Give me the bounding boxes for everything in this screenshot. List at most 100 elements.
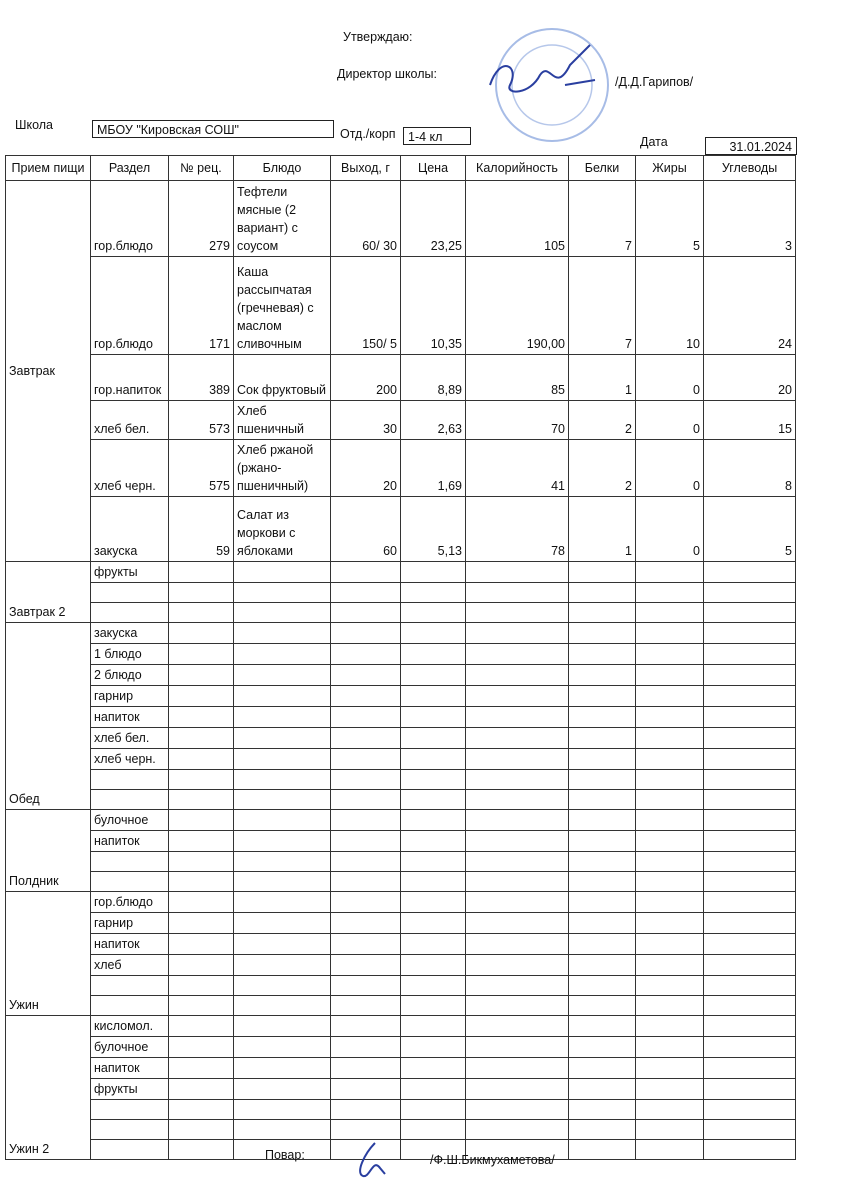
table-row bbox=[6, 851, 796, 872]
cell-section bbox=[90, 1119, 169, 1140]
cell-fat bbox=[635, 602, 704, 623]
cell-price bbox=[400, 851, 466, 872]
cell-section bbox=[90, 1099, 169, 1120]
table-row: Ужин 2 кисломол. bbox=[5, 1015, 796, 1160]
cell-kcal bbox=[465, 789, 569, 810]
cell-protein: 7 bbox=[568, 256, 636, 355]
cell-protein: 1 bbox=[568, 354, 636, 401]
cell-section: закуска bbox=[90, 496, 169, 562]
meal-name: Ужин bbox=[5, 891, 91, 1016]
cell-fat bbox=[635, 975, 704, 996]
column-header: № рец. bbox=[168, 155, 234, 181]
cell-dish bbox=[233, 1078, 331, 1100]
cell-fat bbox=[635, 851, 704, 872]
cell-carbs bbox=[703, 602, 796, 623]
header-row: Прием пищи Раздел № рец. Блюдо Выход, г Цена К… bbox=[5, 155, 796, 181]
cell-price bbox=[400, 1119, 466, 1140]
cell-recipe bbox=[168, 622, 234, 644]
cell-yield bbox=[330, 871, 401, 892]
cell-dish bbox=[233, 582, 331, 603]
cell-fat: 0 bbox=[635, 400, 704, 440]
cell-price: 10,35 bbox=[400, 256, 466, 355]
cell-protein bbox=[568, 1139, 636, 1160]
cell-carbs bbox=[703, 1015, 796, 1037]
cell-section: хлеб bbox=[90, 954, 169, 976]
cell-recipe bbox=[168, 1057, 234, 1079]
cell-recipe bbox=[168, 851, 234, 872]
cell-dish bbox=[233, 933, 331, 955]
table-row bbox=[6, 582, 796, 603]
cell-yield bbox=[330, 769, 401, 790]
cell-recipe: 389 bbox=[168, 354, 234, 401]
cell-protein: 2 bbox=[568, 439, 636, 497]
cell-section: гор.напиток bbox=[90, 354, 169, 401]
cell-yield: 150/ 5 bbox=[330, 256, 401, 355]
cell-dish bbox=[233, 789, 331, 810]
cell-carbs bbox=[703, 995, 796, 1016]
cell-section bbox=[90, 769, 169, 790]
cell-section bbox=[90, 851, 169, 872]
cell-price bbox=[400, 727, 466, 749]
table-row: хлеб черн. 575 Хлеб ржаной (ржано-пшеничны… bbox=[6, 439, 796, 497]
cell-yield bbox=[330, 622, 401, 644]
cell-carbs bbox=[703, 1036, 796, 1058]
cell-protein bbox=[568, 1036, 636, 1058]
cell-kcal bbox=[465, 809, 569, 831]
cell-protein bbox=[568, 1015, 636, 1037]
cell-carbs bbox=[703, 582, 796, 603]
cell-fat: 5 bbox=[635, 180, 704, 257]
cell-carbs: 20 bbox=[703, 354, 796, 401]
table-row bbox=[6, 871, 796, 892]
cell-carbs bbox=[703, 789, 796, 810]
cell-yield bbox=[330, 706, 401, 728]
date-field: 31.01.2024 bbox=[705, 137, 797, 155]
cell-yield bbox=[330, 933, 401, 955]
table-row bbox=[6, 1099, 796, 1120]
cell-price bbox=[400, 871, 466, 892]
table-row bbox=[6, 769, 796, 790]
cell-price: 1,69 bbox=[400, 439, 466, 497]
table-row: 1 блюдо bbox=[6, 643, 796, 665]
cell-carbs bbox=[703, 809, 796, 831]
cell-yield bbox=[330, 1057, 401, 1079]
table-row: напиток bbox=[6, 1057, 796, 1079]
cell-dish bbox=[233, 1015, 331, 1037]
cell-protein bbox=[568, 622, 636, 644]
cell-price bbox=[400, 891, 466, 913]
table-row: Завтрак гор.блюдо 279 Тефтели мясные (2 вар… bbox=[5, 180, 796, 562]
cell-protein bbox=[568, 789, 636, 810]
cell-fat bbox=[635, 685, 704, 707]
cell-fat bbox=[635, 789, 704, 810]
cell-yield bbox=[330, 1099, 401, 1120]
cell-protein bbox=[568, 664, 636, 686]
cell-dish bbox=[233, 1099, 331, 1120]
date-label: Дата bbox=[640, 135, 668, 149]
cell-carbs bbox=[703, 664, 796, 686]
cell-recipe: 573 bbox=[168, 400, 234, 440]
cell-fat bbox=[635, 912, 704, 934]
cell-dish bbox=[233, 643, 331, 665]
cell-section bbox=[90, 602, 169, 623]
cell-price bbox=[400, 1078, 466, 1100]
cell-carbs bbox=[703, 685, 796, 707]
cell-yield bbox=[330, 561, 401, 583]
cell-price bbox=[400, 933, 466, 955]
cell-fat bbox=[635, 561, 704, 583]
cell-dish: Тефтели мясные (2 вариант) с соусом bbox=[233, 180, 331, 257]
cell-dish bbox=[233, 975, 331, 996]
cell-dish bbox=[233, 912, 331, 934]
cell-recipe bbox=[168, 602, 234, 623]
cell-recipe bbox=[168, 809, 234, 831]
cell-price: 23,25 bbox=[400, 180, 466, 257]
cell-carbs bbox=[703, 561, 796, 583]
cell-price bbox=[400, 769, 466, 790]
cell-carbs bbox=[703, 975, 796, 996]
stamp-signature bbox=[489, 28, 609, 142]
cell-yield bbox=[330, 748, 401, 770]
director-label: Директор школы: bbox=[337, 67, 437, 81]
cell-fat: 0 bbox=[635, 439, 704, 497]
cell-dish bbox=[233, 1036, 331, 1058]
cell-recipe bbox=[168, 685, 234, 707]
